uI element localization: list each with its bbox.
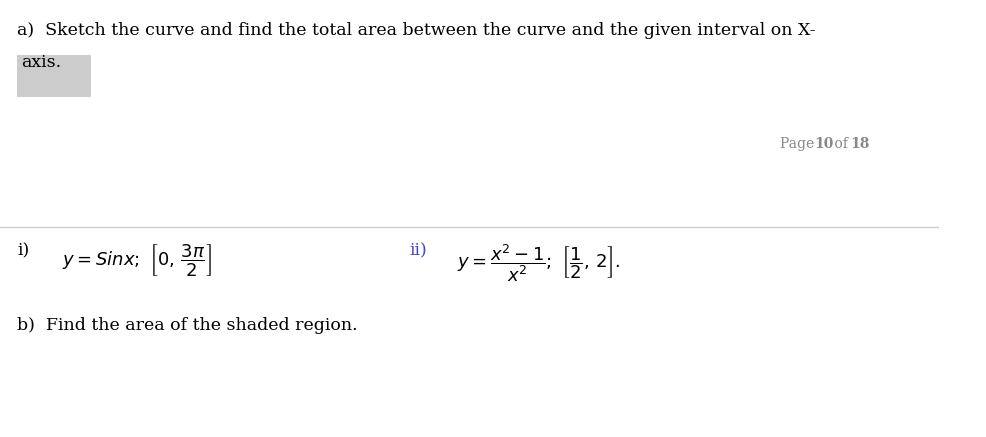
Text: b)  Find the area of the shaded region.: b) Find the area of the shaded region. [17, 317, 357, 334]
Text: ii): ii) [409, 242, 427, 259]
Text: 18: 18 [849, 137, 869, 151]
Text: i): i) [17, 242, 30, 259]
Text: axis.: axis. [21, 54, 61, 71]
Text: $y = \dfrac{x^2-1}{x^2};\ \left[\dfrac{1}{2},\, 2\right].$: $y = \dfrac{x^2-1}{x^2};\ \left[\dfrac{1… [457, 242, 619, 284]
Text: 10: 10 [813, 137, 833, 151]
FancyBboxPatch shape [17, 55, 92, 97]
Text: a)  Sketch the curve and find the total area between the curve and the given int: a) Sketch the curve and find the total a… [17, 22, 815, 39]
Text: of: of [829, 137, 851, 151]
Text: Page: Page [780, 137, 818, 151]
Text: $y = Sinx$$;\ \left[0,\, \dfrac{3\pi}{2}\right]$: $y = Sinx$$;\ \left[0,\, \dfrac{3\pi}{2}… [62, 242, 212, 278]
